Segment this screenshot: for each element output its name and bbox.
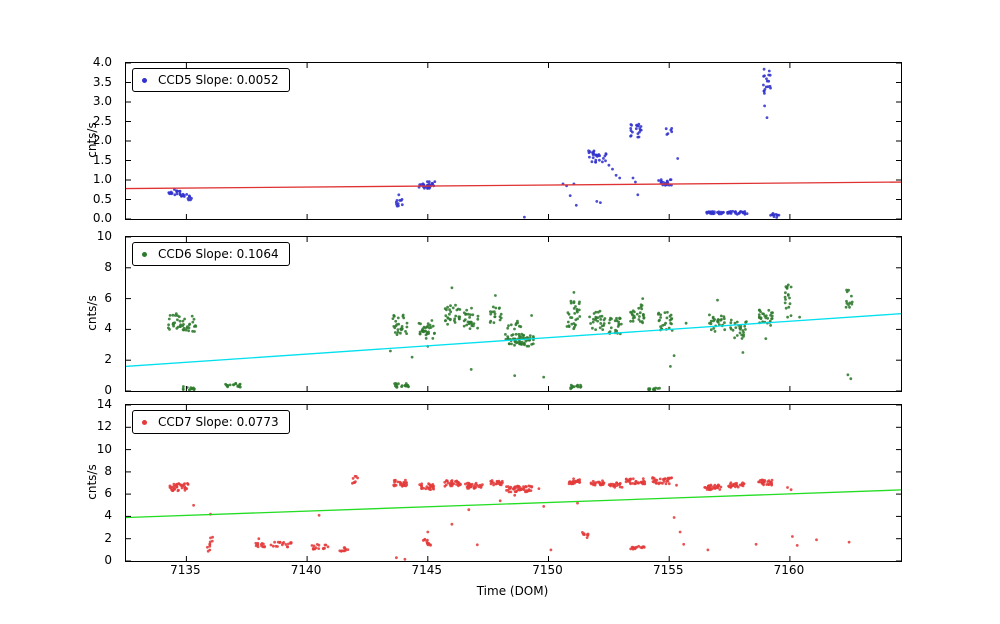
y-tick-label: 3.0 (92, 94, 112, 108)
y-tick-labels-ccd7: 0 2 4 6 8 10 12 14 (0, 398, 118, 566)
y-tick-label: 2 (104, 352, 112, 367)
fit-line (126, 313, 901, 368)
plot-area-ccd5: CCD5 Slope: 0.0052 (125, 62, 902, 220)
x-tick-label: 7140 (290, 563, 322, 577)
y-tick-label: 4.0 (92, 55, 112, 69)
y-tick-label: 6 (104, 486, 112, 501)
subplot-ccd6: cnts/s 0 2 4 6 8 10 CCD6 Slope: 0.1064 (0, 230, 1000, 396)
x-tick-labels: 7135 7140 7145 7150 7155 7160 (125, 564, 900, 580)
y-tick-label: 0 (104, 553, 112, 567)
tick-marks (126, 405, 901, 561)
plot-area-ccd7: CCD7 Slope: 0.0773 (125, 404, 902, 562)
y-tick-label: 2.0 (92, 133, 112, 147)
legend-marker-icon (142, 77, 147, 83)
y-tick-label: 2.5 (92, 113, 112, 128)
subplot-ccd5: cnts/s 0.0 0.5 1.0 1.5 2.0 2.5 3.0 3.5 4.0 CCD5 … (0, 56, 1000, 224)
legend-marker-icon (142, 419, 147, 425)
scatter-canvas-ccd6 (126, 237, 901, 391)
fit-line (126, 489, 901, 519)
x-tick-label: 7150 (532, 563, 563, 577)
y-tick-label: 2 (104, 530, 112, 545)
y-tick-label: 1.0 (92, 172, 112, 186)
legend-label: CCD7 Slope: 0.0773 (158, 415, 279, 429)
x-tick-label: 7160 (773, 563, 805, 577)
scatter-points (167, 67, 781, 219)
legend-ccd5: CCD5 Slope: 0.0052 (132, 68, 290, 92)
y-tick-label: 3.5 (92, 74, 112, 89)
y-tick-labels-ccd5: 0.0 0.5 1.0 1.5 2.0 2.5 3.0 3.5 4.0 (0, 56, 118, 224)
scatter-canvas-ccd7 (126, 405, 901, 561)
y-tick-label: 0.0 (92, 211, 112, 225)
plot-area-ccd6: CCD6 Slope: 0.1064 (125, 236, 902, 392)
x-tick-label: 7135 (170, 563, 201, 577)
scatter-points (167, 283, 854, 391)
y-tick-label: 4 (104, 321, 112, 336)
y-tick-label: 10 (96, 441, 112, 456)
fit-line (126, 181, 901, 190)
scatter-canvas-ccd5 (126, 63, 901, 219)
legend-ccd6: CCD6 Slope: 0.1064 (132, 242, 290, 266)
y-tick-label: 8 (104, 463, 112, 478)
y-tick-label: 12 (96, 419, 112, 434)
subplot-ccd7: cnts/s 0 2 4 6 8 10 12 14 CCD7 Slope: 0.0773 (0, 398, 1000, 566)
y-tick-label: 6 (104, 290, 112, 305)
legend-marker-icon (142, 251, 147, 257)
x-tick-label: 7155 (652, 563, 684, 577)
scatter-points (168, 474, 851, 561)
legend-label: CCD5 Slope: 0.0052 (158, 73, 279, 87)
x-axis-label: Time (DOM) (476, 584, 549, 598)
legend-label: CCD6 Slope: 0.1064 (158, 247, 279, 261)
y-tick-label: 0.5 (92, 191, 112, 206)
x-tick-label: 7145 (411, 563, 443, 577)
y-tick-label: 1.5 (92, 152, 112, 167)
y-tick-label: 10 (96, 229, 112, 243)
y-tick-label: 14 (96, 397, 112, 411)
y-tick-label: 4 (104, 508, 112, 523)
tick-marks (126, 237, 901, 391)
y-tick-label: 0 (104, 383, 112, 397)
legend-ccd7: CCD7 Slope: 0.0773 (132, 410, 290, 434)
y-tick-labels-ccd6: 0 2 4 6 8 10 (0, 230, 118, 396)
tick-marks (126, 63, 901, 219)
y-tick-label: 8 (104, 259, 112, 274)
